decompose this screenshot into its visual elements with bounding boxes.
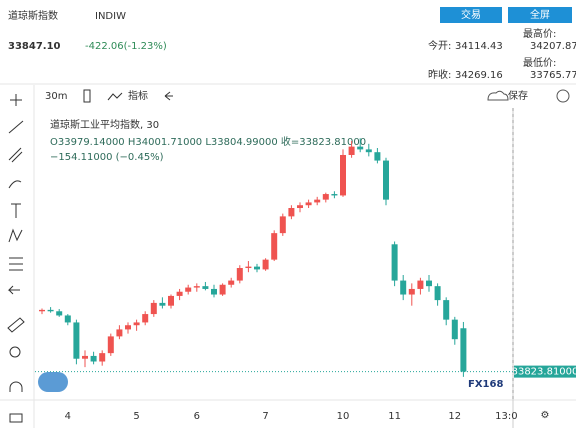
candle-body [236,268,243,281]
price-tag [514,365,576,378]
stat-value: 34114.43 [455,41,503,52]
candle-body [133,322,140,326]
candle-body [408,288,415,295]
save[interactable]: 保存 [508,89,528,102]
trade-label[interactable]: 交易 [461,8,481,21]
candle-body [279,216,286,234]
candle-body [460,328,467,372]
candle-body [365,149,372,153]
candle-body [107,336,114,354]
symbol: INDIW [95,11,126,22]
price-tag-label: 33823.81000 [512,367,576,378]
candle-body [150,302,157,315]
candle-body [417,280,424,289]
indicator-icon[interactable] [107,92,123,101]
candle-body [288,208,295,217]
candle-body [176,291,183,296]
x-tick-label: 10 [337,411,350,422]
candle-body [47,309,54,312]
x-tick-label: 5 [133,411,139,422]
candle-body [340,154,346,196]
candle-body [434,286,441,301]
candle-body [125,325,131,330]
candle-body [426,280,432,287]
candle-body [297,205,303,209]
stat-label: 最高价: [523,27,556,40]
drawing-tools[interactable] [7,94,25,423]
candle-body [116,329,123,337]
candle-body [383,160,389,200]
candle-body [443,300,450,320]
stat-value: 33765.77 [530,70,576,81]
cloud-icon[interactable] [487,90,509,101]
candle-body [305,202,312,206]
candle-body [73,322,80,359]
candle-body [322,194,329,200]
candle-body [245,266,252,269]
candle-body [374,152,381,161]
candle-body [39,309,45,312]
x-tick-label: 7 [262,411,268,422]
candle-body [82,355,88,359]
candle-icon[interactable] [83,89,91,103]
stat-label: 昨收: [428,68,451,81]
candle-body [211,288,217,295]
stat-label: 最低价: [523,56,556,69]
logo: FX168 [468,379,503,390]
gear[interactable]: ⚙ [541,410,550,421]
title: 道琼斯指数 [8,9,58,22]
candle-body [193,286,200,288]
candle-body [168,295,174,306]
indicators[interactable]: 指标 [128,89,148,102]
interval[interactable]: 30m [45,91,67,102]
candle-body [348,146,355,155]
trade-button[interactable] [440,7,502,23]
candle-body [185,287,192,292]
candle-body [391,244,398,281]
candle-body [219,284,226,295]
x-tick-label: 6 [194,411,200,422]
stat-value: 34207.87 [530,41,576,52]
candle-body [314,199,321,203]
x-tick-label: 11 [388,411,401,422]
candle-body [254,266,260,270]
undo[interactable] [164,91,173,101]
candle-body [400,280,407,295]
settings[interactable] [556,89,570,103]
candle-body [99,353,106,362]
x-tick-label: 13:0 [495,411,517,422]
candle-body [90,355,97,362]
x-tick-label: 12 [448,411,461,422]
candle-body [331,194,338,196]
candle-body [451,319,458,340]
x-tick-label: 4 [65,411,71,422]
fullscreen-button[interactable] [508,7,572,23]
stat-value: 34269.16 [455,70,503,81]
candle-body [262,259,269,270]
stat-label: 今开: [428,39,451,52]
candle-body [64,315,71,323]
candle-body [159,302,166,306]
scroll-button[interactable] [38,372,68,392]
change: -422.06(-1.23%) [85,41,167,52]
chart-title: 道琼斯工业平均指数, 30 [50,118,159,131]
candle-body [271,233,278,260]
price: 33847.10 [8,41,61,52]
candle-body [56,311,63,316]
change-legend: −154.11000 (−0.45%) [50,152,164,163]
ohlc-legend: O33979.14000 H34001.71000 L33804.99000 收… [50,135,366,148]
fullscreen-label[interactable]: 全屏 [530,8,550,21]
candle-body [357,146,364,150]
candle-body [142,314,149,323]
candle-body [228,280,235,285]
candle-body [202,286,209,289]
